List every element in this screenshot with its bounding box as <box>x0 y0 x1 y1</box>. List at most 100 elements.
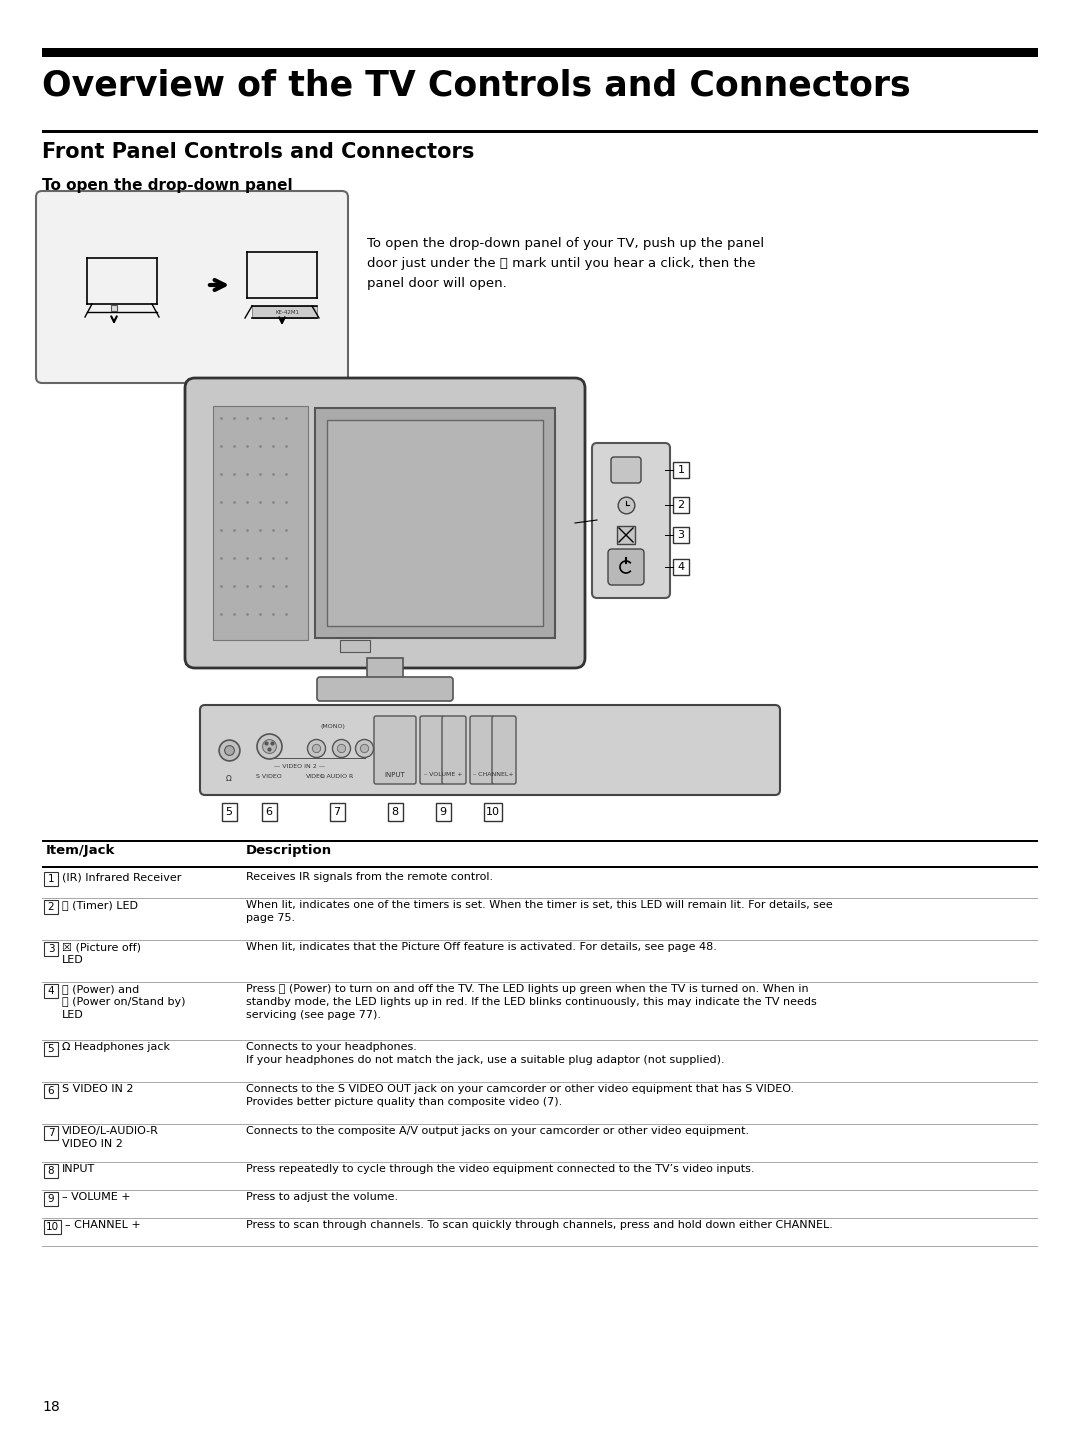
Text: 7: 7 <box>48 1128 54 1138</box>
Text: Press repeatedly to cycle through the video equipment connected to the TV’s vide: Press repeatedly to cycle through the vi… <box>246 1164 755 1174</box>
Bar <box>42 48 1038 56</box>
Bar <box>44 1084 58 1097</box>
Bar <box>44 1191 58 1206</box>
Text: 2: 2 <box>48 902 54 913</box>
Bar <box>42 130 1038 133</box>
Text: 10: 10 <box>45 1222 58 1232</box>
Text: 5: 5 <box>226 807 232 817</box>
Text: 2: 2 <box>677 500 685 510</box>
Text: 18: 18 <box>42 1401 59 1414</box>
Bar <box>388 803 403 822</box>
Text: Connects to the S VIDEO OUT jack on your camcorder or other video equipment that: Connects to the S VIDEO OUT jack on your… <box>246 1084 794 1108</box>
Text: Overview of the TV Controls and Connectors: Overview of the TV Controls and Connecto… <box>42 68 910 103</box>
Text: Press ⏻ (Power) to turn on and off the TV. The LED lights up green when the TV i: Press ⏻ (Power) to turn on and off the T… <box>246 983 816 1021</box>
Bar <box>327 420 543 627</box>
FancyBboxPatch shape <box>318 677 453 700</box>
Text: When lit, indicates one of the timers is set. When the timer is set, this LED wi: When lit, indicates one of the timers is… <box>246 900 833 923</box>
Text: 6: 6 <box>48 1086 54 1096</box>
Text: (MONO): (MONO) <box>321 723 346 729</box>
Bar <box>262 803 276 822</box>
Text: KE-42M1: KE-42M1 <box>275 309 299 315</box>
Text: S VIDEO: S VIDEO <box>256 774 282 778</box>
Text: S VIDEO IN 2: S VIDEO IN 2 <box>62 1084 134 1095</box>
Text: 9: 9 <box>48 1194 54 1204</box>
Text: To open the drop-down panel: To open the drop-down panel <box>42 178 293 193</box>
FancyBboxPatch shape <box>492 716 516 784</box>
FancyBboxPatch shape <box>420 716 444 784</box>
Bar <box>213 406 308 640</box>
FancyBboxPatch shape <box>608 549 644 585</box>
Text: Connects to the composite A/V output jacks on your camcorder or other video equi: Connects to the composite A/V output jac… <box>246 1126 750 1136</box>
Text: Receives IR signals from the remote control.: Receives IR signals from the remote cont… <box>246 872 494 882</box>
Text: 8: 8 <box>48 1165 54 1175</box>
Text: Front Panel Controls and Connectors: Front Panel Controls and Connectors <box>42 142 474 162</box>
Bar <box>44 1164 58 1178</box>
Bar <box>617 526 635 544</box>
FancyBboxPatch shape <box>592 443 670 598</box>
Bar <box>44 1043 58 1056</box>
Bar <box>330 803 345 822</box>
Text: 10: 10 <box>486 807 500 817</box>
Bar <box>436 803 451 822</box>
Bar <box>42 866 1038 868</box>
Bar <box>340 640 370 653</box>
Bar <box>222 803 237 822</box>
FancyBboxPatch shape <box>442 716 465 784</box>
Text: 1: 1 <box>48 874 54 884</box>
Bar <box>673 527 689 543</box>
Text: INPUT: INPUT <box>62 1164 95 1174</box>
Text: To open the drop-down panel of your TV, push up the panel
door just under the 笠 : To open the drop-down panel of your TV, … <box>367 237 765 290</box>
FancyBboxPatch shape <box>611 456 642 482</box>
Text: – VOLUME +: – VOLUME + <box>423 773 462 777</box>
Text: Press to adjust the volume.: Press to adjust the volume. <box>246 1191 399 1201</box>
Text: 4: 4 <box>48 986 54 996</box>
Bar <box>44 983 58 998</box>
Bar <box>44 941 58 956</box>
FancyBboxPatch shape <box>374 716 416 784</box>
Text: Ω: Ω <box>226 774 232 783</box>
Text: ⏻ (Power) and
⏻ (Power on/Stand by)
LED: ⏻ (Power) and ⏻ (Power on/Stand by) LED <box>62 983 186 1021</box>
Text: – CHANNEL+: – CHANNEL+ <box>473 773 513 777</box>
Text: Connects to your headphones.
If your headphones do not match the jack, use a sui: Connects to your headphones. If your hea… <box>246 1043 725 1066</box>
Bar <box>315 409 555 638</box>
Text: 7: 7 <box>334 807 340 817</box>
Text: VIDEO/L-AUDIO-R
VIDEO IN 2: VIDEO/L-AUDIO-R VIDEO IN 2 <box>62 1126 159 1149</box>
Bar <box>252 306 318 318</box>
Bar <box>44 872 58 887</box>
Text: ☒ (Picture off)
LED: ☒ (Picture off) LED <box>62 941 141 965</box>
Text: ⓩ (Timer) LED: ⓩ (Timer) LED <box>62 900 138 910</box>
Bar <box>484 803 502 822</box>
Text: When lit, indicates that the Picture Off feature is activated. For details, see : When lit, indicates that the Picture Off… <box>246 941 717 952</box>
Bar <box>44 900 58 914</box>
Text: 1: 1 <box>677 465 685 475</box>
Bar <box>42 840 1038 842</box>
Text: VIDEO: VIDEO <box>306 774 326 778</box>
Text: 4: 4 <box>677 562 685 572</box>
Bar <box>44 1126 58 1139</box>
Bar <box>44 1220 60 1235</box>
Text: L AUDIO R: L AUDIO R <box>321 774 353 778</box>
Text: 5: 5 <box>48 1044 54 1054</box>
Text: — VIDEO IN 2 —: — VIDEO IN 2 — <box>273 764 324 770</box>
Text: Item/Jack: Item/Jack <box>46 843 116 856</box>
Text: 9: 9 <box>440 807 446 817</box>
Text: 3: 3 <box>677 530 685 540</box>
FancyBboxPatch shape <box>185 378 585 669</box>
Text: Description: Description <box>246 843 333 856</box>
Bar <box>367 658 403 686</box>
Text: (IR) Infrared Receiver: (IR) Infrared Receiver <box>62 872 181 882</box>
Bar <box>673 462 689 478</box>
FancyBboxPatch shape <box>200 705 780 796</box>
Text: INPUT: INPUT <box>384 773 405 778</box>
FancyBboxPatch shape <box>36 191 348 383</box>
Text: – CHANNEL +: – CHANNEL + <box>65 1220 140 1230</box>
Text: – VOLUME +: – VOLUME + <box>62 1191 131 1201</box>
Text: 6: 6 <box>266 807 272 817</box>
Bar <box>673 497 689 513</box>
Text: Ω Headphones jack: Ω Headphones jack <box>62 1043 170 1053</box>
FancyBboxPatch shape <box>470 716 494 784</box>
Text: Press to scan through channels. To scan quickly through channels, press and hold: Press to scan through channels. To scan … <box>246 1220 833 1230</box>
Text: 3: 3 <box>48 944 54 954</box>
Bar <box>673 559 689 575</box>
Text: 8: 8 <box>391 807 399 817</box>
